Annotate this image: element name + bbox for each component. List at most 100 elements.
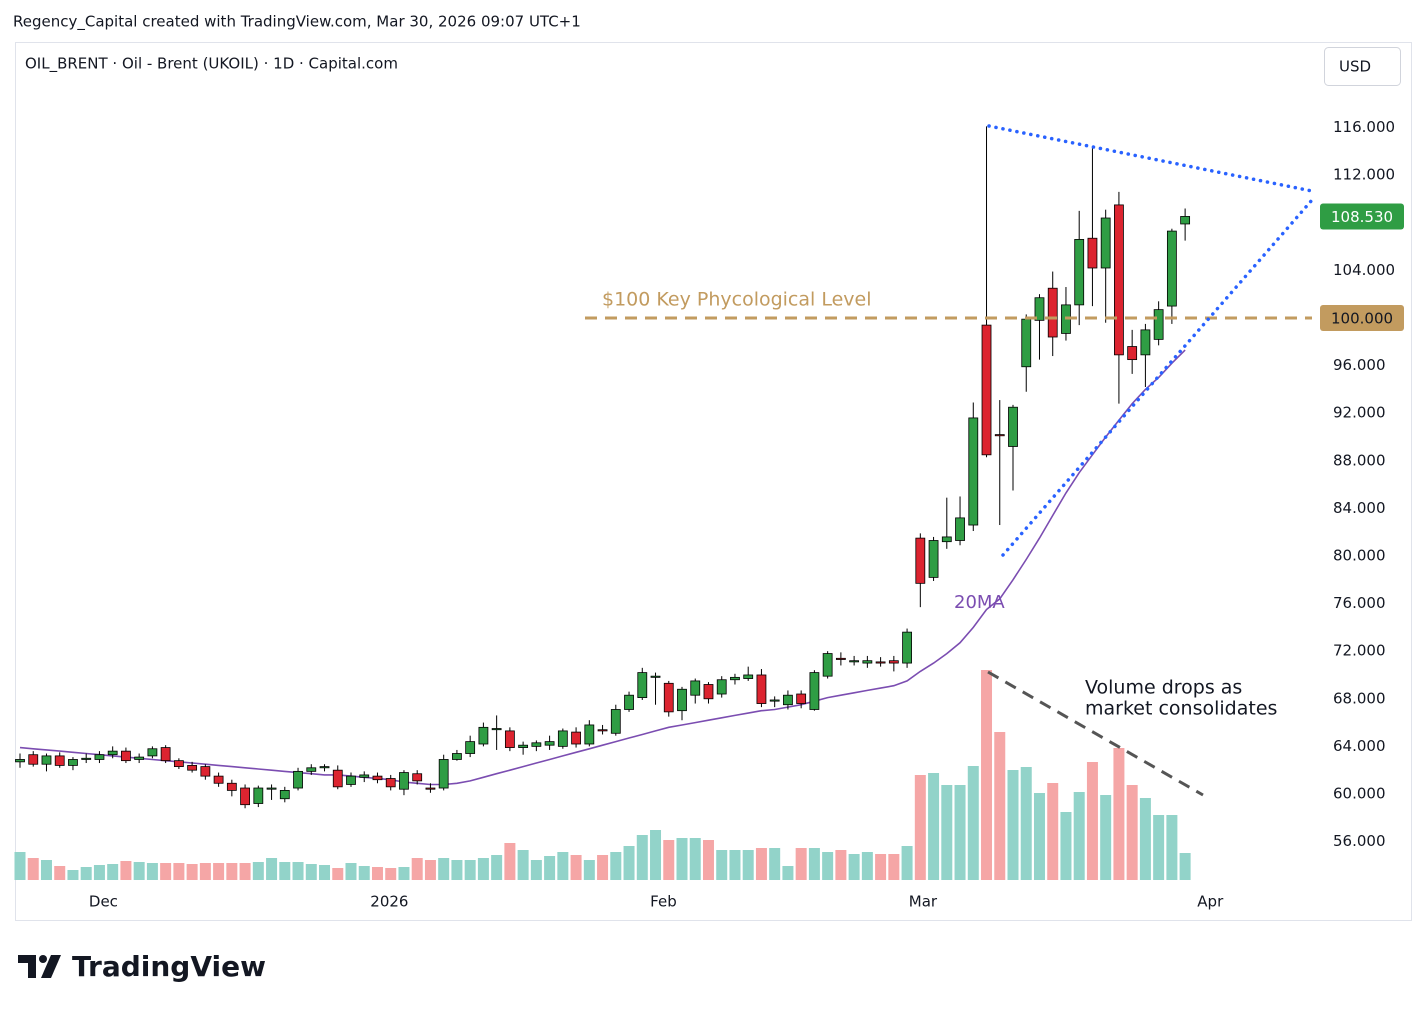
candle-body: [1100, 217, 1111, 269]
volume-bar: [729, 850, 741, 880]
currency-button[interactable]: [1324, 47, 1401, 86]
volume-bar: [954, 785, 966, 880]
key-level-box: [1320, 304, 1404, 331]
volume-bar: [1060, 812, 1072, 880]
volume-trendline: [987, 670, 1204, 797]
volume-bar: [464, 860, 476, 880]
volume-bar: [411, 858, 423, 880]
candle-body: [888, 660, 899, 664]
candle-body: [465, 741, 476, 754]
volume-bar: [252, 862, 264, 880]
candle-body: [1114, 204, 1124, 356]
candle-body: [584, 724, 595, 745]
key-level-text: $100 Key Phycological Level: [602, 289, 872, 311]
currency[interactable]: USD: [1339, 58, 1371, 76]
candle-body: [915, 537, 926, 584]
symbol-info: OIL_BRENT · Oil - Brent (UKOIL) · 1D · C…: [25, 55, 398, 74]
annotation: market consolidates: [1085, 698, 1277, 720]
candle-body: [1140, 329, 1151, 356]
candle-body: [703, 684, 714, 700]
volume-bar: [319, 865, 331, 880]
x-tick-label: Apr: [1197, 893, 1224, 911]
volume-bar: [1073, 792, 1085, 880]
volume-bar: [623, 846, 635, 880]
candle-body: [160, 747, 171, 762]
volume-bar: [1166, 815, 1178, 880]
x-tick-label: 2026: [370, 893, 408, 911]
trendline-lower: [1001, 198, 1314, 557]
volume-bar: [636, 835, 648, 880]
candle-body: [981, 324, 992, 456]
volume-bar: [504, 843, 516, 880]
y-tick-label: 72.000: [1333, 642, 1386, 660]
volume-bar: [345, 863, 357, 880]
volume-bar: [994, 732, 1006, 880]
candle-body: [438, 759, 449, 789]
volume-bar: [292, 862, 304, 880]
candle-body: [213, 775, 224, 784]
candle-body: [518, 744, 529, 748]
volume-bar: [186, 864, 198, 880]
volume-bar: [1033, 793, 1045, 880]
candle-body: [743, 674, 754, 679]
volume-bar: [875, 854, 887, 880]
volume-bar: [835, 850, 847, 880]
candle-body: [849, 660, 860, 663]
volume-bar: [107, 864, 119, 880]
volume-bar: [332, 868, 344, 880]
candle-body: [968, 417, 979, 526]
candle-body: [346, 775, 356, 785]
volume-bar: [491, 855, 503, 880]
candle-body: [730, 676, 740, 681]
volume-bar: [358, 866, 370, 880]
volume-bar: [742, 850, 754, 880]
candle-body: [1074, 239, 1085, 306]
volume-bar: [676, 838, 688, 880]
candle-body: [54, 755, 65, 766]
volume-bar: [914, 775, 926, 880]
candle-body: [399, 772, 409, 790]
x-tick-label: Feb: [650, 893, 677, 911]
volume-bar: [782, 866, 794, 880]
volume-bar: [120, 861, 132, 880]
candle-body: [624, 694, 634, 710]
candle-body: [107, 750, 118, 756]
candle-body: [1153, 309, 1164, 340]
candle-body: [941, 536, 952, 543]
candle-body: [332, 769, 343, 788]
y-tick-label: 88.000: [1333, 451, 1386, 469]
candle-body: [147, 748, 158, 757]
candle-body: [637, 672, 648, 698]
volume-bar: [848, 854, 860, 880]
y-tick-label: 104.000: [1333, 261, 1395, 279]
y-tick-label: 56.000: [1333, 832, 1386, 850]
last-price-box: [1320, 203, 1404, 230]
volume-bar: [40, 860, 52, 880]
volume-bar: [477, 858, 489, 880]
candle-body: [81, 757, 92, 760]
volume-bar: [557, 852, 569, 880]
candle-body: [412, 773, 423, 782]
volume-bar: [213, 863, 225, 880]
candle-body: [955, 517, 965, 541]
candle-body: [200, 766, 211, 777]
y-tick-label: 80.000: [1333, 546, 1386, 564]
attribution: Regency_Capital created with TradingView…: [13, 13, 581, 32]
volume-bar: [279, 862, 291, 880]
candle-body: [279, 790, 290, 800]
volume-bar: [808, 848, 820, 880]
volume-bar: [967, 766, 979, 880]
volume-bar: [199, 863, 211, 880]
candle-body: [452, 753, 462, 760]
volume-bar: [570, 855, 582, 880]
candle-body: [769, 699, 780, 702]
volume-bar: [133, 862, 145, 880]
volume-bar: [689, 838, 701, 880]
candle-body: [385, 778, 396, 788]
volume-bar: [861, 852, 873, 880]
candle-body: [597, 729, 608, 732]
y-tick-label: 76.000: [1333, 594, 1386, 612]
ma-label: 20MA: [954, 592, 1005, 613]
candle-body: [372, 775, 383, 781]
